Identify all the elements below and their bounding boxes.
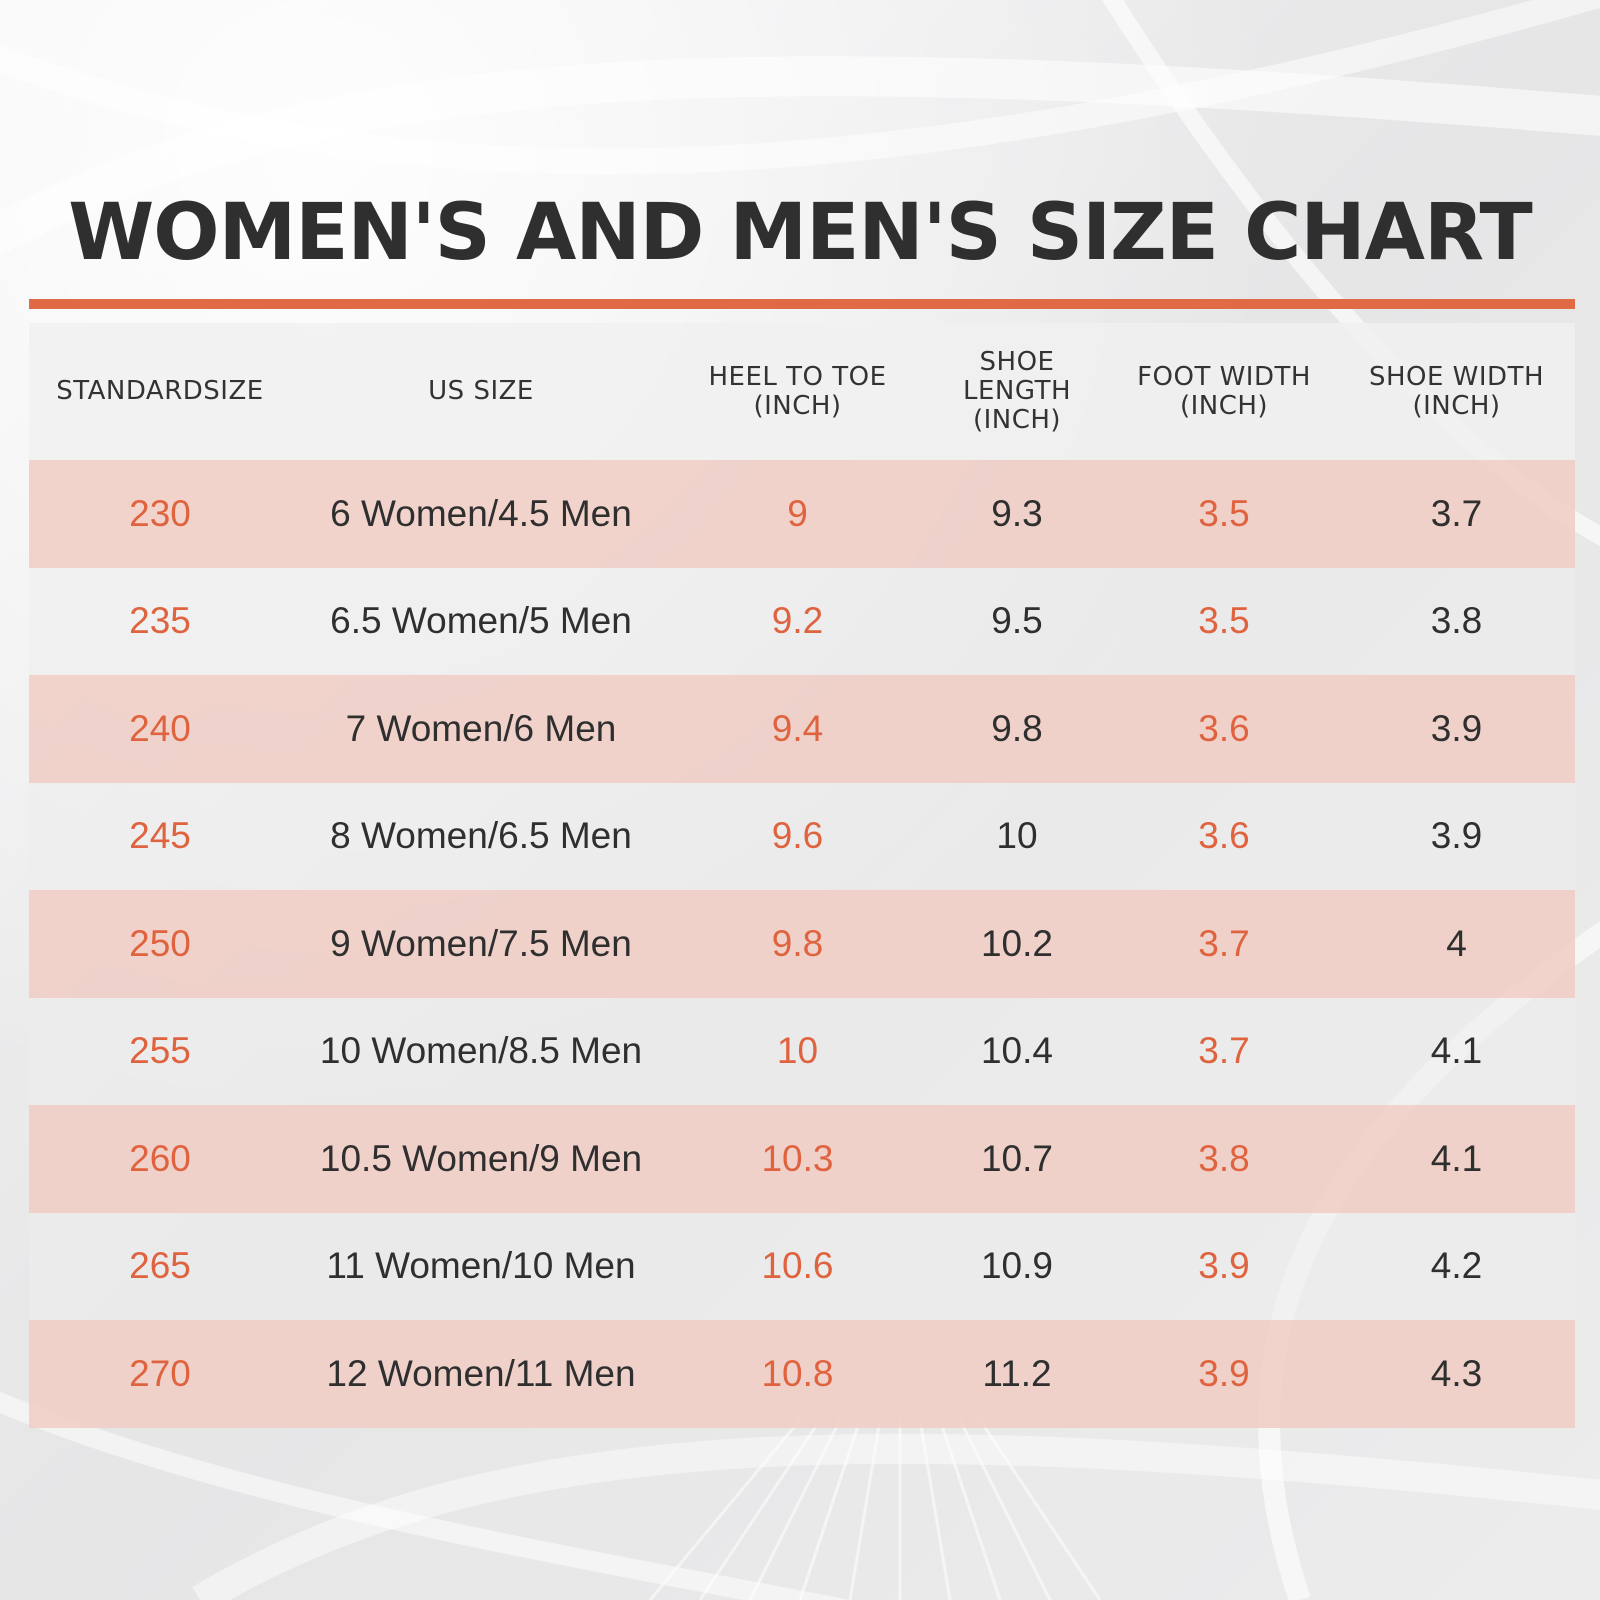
column-header-label: SHOE LENGTH (INCH): [962, 347, 1071, 435]
table-row: 245 8 Women/6.5 Men 9.6 10 3.6 3.9: [29, 782, 1575, 890]
cell-us-size: 7 Women/6 Men: [345, 707, 617, 749]
cell-foot-width: 3.8: [1198, 1137, 1250, 1179]
cell-shoe-length: 10: [996, 815, 1038, 857]
cell-shoe-length: 10.7: [980, 1137, 1053, 1179]
column-header-shoe-length: SHOE LENGTH (INCH): [924, 323, 1110, 460]
cell-shoe-length: 10.9: [980, 1245, 1053, 1287]
table-row: 260 10.5 Women/9 Men 10.3 10.7 3.8 4.1: [29, 1105, 1575, 1213]
cell-shoe-width: 3.7: [1430, 492, 1483, 534]
cell-standard-size: 230: [129, 492, 191, 534]
cell-shoe-width: 3.9: [1430, 707, 1483, 749]
cell-heel-to-toe: 9.2: [771, 600, 824, 642]
cell-us-size: 8 Women/6.5 Men: [330, 815, 632, 857]
cell-shoe-length: 10.4: [980, 1030, 1053, 1072]
column-header-label: STANDARDSIZE: [56, 376, 264, 406]
chart-title: WOMEN'S AND MEN'S SIZE CHART: [68, 188, 1533, 278]
table-row: 270 12 Women/11 Men 10.8 11.2 3.9 4.3: [29, 1320, 1575, 1428]
column-header-foot-width: FOOT WIDTH (INCH): [1110, 323, 1338, 460]
cell-foot-width: 3.6: [1198, 707, 1250, 749]
cell-shoe-width: 4.3: [1430, 1352, 1483, 1394]
table-row: 240 7 Women/6 Men 9.4 9.8 3.6 3.9: [29, 675, 1575, 783]
cell-standard-size: 250: [129, 922, 191, 964]
cell-shoe-width: 4: [1446, 922, 1467, 964]
table-row: 250 9 Women/7.5 Men 9.8 10.2 3.7 4: [29, 890, 1575, 998]
cell-us-size: 6 Women/4.5 Men: [330, 492, 632, 534]
cell-shoe-width: 3.8: [1430, 600, 1483, 642]
cell-heel-to-toe: 10: [776, 1030, 819, 1072]
cell-foot-width: 3.7: [1198, 1030, 1250, 1072]
cell-heel-to-toe: 9.4: [771, 707, 824, 749]
column-header-label: HEEL TO TOE (INCH): [708, 361, 887, 421]
cell-us-size: 12 Women/11 Men: [326, 1352, 636, 1394]
cell-foot-width: 3.9: [1198, 1245, 1250, 1287]
cell-standard-size: 245: [129, 815, 191, 857]
table-row: 230 6 Women/4.5 Men 9 9.3 3.5 3.7: [29, 460, 1575, 568]
cell-us-size: 11 Women/10 Men: [326, 1245, 636, 1287]
cell-heel-to-toe: 9.8: [771, 922, 824, 964]
cell-heel-to-toe: 10.8: [761, 1352, 834, 1394]
cell-foot-width: 3.6: [1198, 815, 1250, 857]
cell-standard-size: 240: [129, 707, 191, 749]
cell-standard-size: 235: [129, 600, 191, 642]
cell-heel-to-toe: 10.6: [761, 1245, 834, 1287]
cell-foot-width: 3.5: [1198, 492, 1250, 534]
cell-foot-width: 3.5: [1198, 600, 1250, 642]
cell-shoe-width: 4.2: [1430, 1245, 1483, 1287]
title-underline: [29, 299, 1575, 309]
cell-standard-size: 270: [129, 1352, 191, 1394]
column-header-label: US SIZE: [428, 376, 534, 406]
cell-us-size: 10.5 Women/9 Men: [319, 1137, 643, 1179]
cell-shoe-width: 4.1: [1430, 1030, 1483, 1072]
table-row: 235 6.5 Women/5 Men 9.2 9.5 3.5 3.8: [29, 567, 1575, 675]
cell-heel-to-toe: 10.3: [761, 1137, 834, 1179]
cell-us-size: 6.5 Women/5 Men: [330, 600, 632, 642]
cell-standard-size: 255: [129, 1030, 191, 1072]
cell-shoe-width: 3.9: [1430, 815, 1483, 857]
cell-standard-size: 265: [129, 1245, 191, 1287]
size-chart-table: STANDARDSIZE US SIZE HEEL TO TOE (INCH) SHO…: [29, 323, 1575, 1428]
cell-shoe-width: 4.1: [1430, 1137, 1483, 1179]
column-header-us-size: US SIZE: [291, 323, 671, 460]
cell-heel-to-toe: 9: [787, 492, 808, 534]
column-header-shoe-width: SHOE WIDTH (INCH): [1338, 323, 1575, 460]
cell-shoe-length: 10.2: [980, 922, 1053, 964]
cell-heel-to-toe: 9.6: [771, 815, 824, 857]
column-header-heel-to-toe: HEEL TO TOE (INCH): [671, 323, 924, 460]
cell-us-size: 10 Women/8.5 Men: [319, 1030, 643, 1072]
cell-foot-width: 3.9: [1198, 1352, 1250, 1394]
cell-foot-width: 3.7: [1198, 922, 1250, 964]
table-header-row: STANDARDSIZE US SIZE HEEL TO TOE (INCH) SHO…: [29, 323, 1575, 460]
table-body: 230 6 Women/4.5 Men 9 9.3 3.5 3.7 235 6.5 Women…: [29, 460, 1575, 1428]
column-header-standard-size: STANDARDSIZE: [29, 323, 291, 460]
column-header-label: FOOT WIDTH (INCH): [1137, 361, 1311, 421]
column-header-label: SHOE WIDTH (INCH): [1368, 361, 1545, 421]
cell-us-size: 9 Women/7.5 Men: [330, 922, 632, 964]
cell-standard-size: 260: [129, 1137, 191, 1179]
cell-shoe-length: 9.3: [991, 492, 1043, 534]
cell-shoe-length: 11.2: [982, 1352, 1052, 1394]
cell-shoe-length: 9.5: [991, 600, 1043, 642]
cell-shoe-length: 9.8: [991, 707, 1043, 749]
table-row: 255 10 Women/8.5 Men 10 10.4 3.7 4.1: [29, 997, 1575, 1105]
table-row: 265 11 Women/10 Men 10.6 10.9 3.9 4.2: [29, 1212, 1575, 1320]
